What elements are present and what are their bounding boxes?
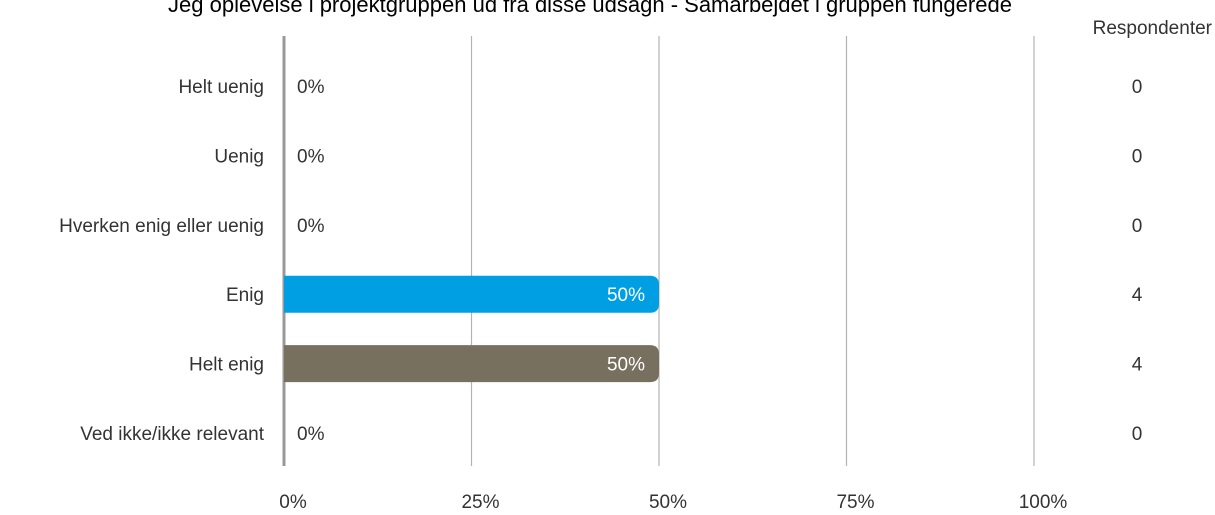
respondent-count: 0 <box>1132 77 1143 98</box>
category-labels: Helt uenig Uenig Hverken enig eller uenig E… <box>59 77 265 445</box>
respondent-count: 4 <box>1132 285 1143 306</box>
chart-title: Jeg oplevelse i projektgruppen ud fra di… <box>168 0 1012 17</box>
respondents-header: Respondenter <box>1093 18 1213 39</box>
x-tick-label: 75% <box>836 492 874 513</box>
x-tick-label: 0% <box>279 492 307 513</box>
category-label: Helt enig <box>189 355 264 376</box>
category-label: Uenig <box>214 146 264 167</box>
category-label: Helt uenig <box>178 77 264 98</box>
category-label: Enig <box>226 285 264 306</box>
x-tick-label: 25% <box>461 492 499 513</box>
bar-enig <box>284 275 659 313</box>
x-axis-ticks: 0% 25% 50% 75% 100% <box>279 492 1067 513</box>
x-tick-label: 50% <box>649 492 687 513</box>
bar-helt-enig <box>284 345 659 383</box>
bar-value-label: 0% <box>297 77 325 98</box>
category-label: Ved ikke/ikke relevant <box>80 424 264 445</box>
bar-value-label: 50% <box>607 355 645 376</box>
respondent-counts: 0 0 0 4 4 0 <box>1132 77 1143 445</box>
respondent-count: 0 <box>1132 424 1143 445</box>
respondent-count: 4 <box>1132 355 1143 376</box>
bar-value-label: 0% <box>297 424 325 445</box>
respondent-count: 0 <box>1132 146 1143 167</box>
bar-value-label: 0% <box>297 216 325 237</box>
respondent-count: 0 <box>1132 216 1143 237</box>
category-label: Hverken enig eller uenig <box>59 216 264 237</box>
bars: 0% 0% 0% 50% 50% 0% <box>284 77 659 445</box>
bar-value-label: 0% <box>297 146 325 167</box>
gridlines <box>282 36 1035 466</box>
bar-value-label: 50% <box>607 285 645 306</box>
x-tick-label: 100% <box>1019 492 1068 513</box>
